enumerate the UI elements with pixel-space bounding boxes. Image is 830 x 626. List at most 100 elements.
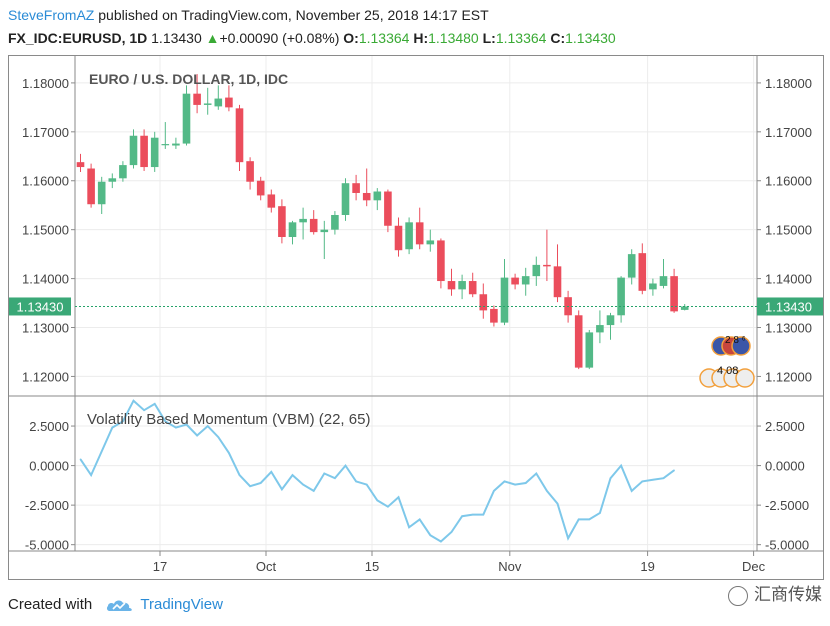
candle-body bbox=[362, 192, 371, 201]
wechat-icon bbox=[728, 585, 748, 606]
price-tick-label-right: 1.16000 bbox=[765, 174, 812, 189]
vbm-point bbox=[408, 526, 410, 529]
candle-body bbox=[585, 332, 594, 368]
candle-body bbox=[606, 315, 615, 326]
last-price-tag-left bbox=[9, 297, 71, 316]
us-flag-icon[interactable]: 2 8 ⁶ bbox=[711, 335, 751, 356]
candle bbox=[617, 276, 625, 323]
candle bbox=[161, 122, 170, 149]
author-link[interactable]: SteveFromAZ bbox=[8, 7, 95, 23]
time-tick-label: 19 bbox=[640, 559, 654, 574]
candle bbox=[649, 278, 657, 296]
flag-bottom-text: 4 08 bbox=[717, 365, 738, 377]
vbm-point bbox=[588, 518, 591, 521]
candle bbox=[659, 259, 668, 289]
indicator-tick-label-left: 2.5000 bbox=[29, 419, 69, 434]
axes: 1.18000 1.18000 1.17000 1.17000 1.16000 1.160… bbox=[9, 56, 823, 574]
vbm-point bbox=[471, 513, 474, 516]
candle bbox=[214, 85, 223, 110]
vbm-point bbox=[111, 426, 114, 429]
price-tick-label-left: 1.17000 bbox=[22, 125, 69, 140]
vbm-point bbox=[344, 464, 347, 467]
candle-body bbox=[278, 206, 286, 238]
price-tick-label-left: 1.13000 bbox=[22, 321, 69, 336]
price-tick-label-right: 1.15000 bbox=[765, 223, 812, 238]
candle-body bbox=[119, 165, 127, 179]
vbm-point bbox=[397, 496, 400, 499]
candle-body bbox=[331, 214, 339, 230]
indicator-tick-label-right: -5.0000 bbox=[765, 538, 809, 553]
candle-body bbox=[394, 225, 403, 251]
candle-body bbox=[76, 162, 85, 168]
vbm-point bbox=[630, 490, 633, 492]
candle-body bbox=[511, 277, 519, 285]
candle-body bbox=[680, 306, 689, 310]
candle bbox=[352, 174, 360, 201]
candle-body bbox=[415, 222, 424, 245]
vbm-point bbox=[228, 452, 230, 454]
candle-body bbox=[437, 240, 445, 282]
candle bbox=[267, 189, 276, 213]
candle-body bbox=[617, 277, 625, 316]
vbm-point bbox=[323, 472, 326, 475]
tradingview-link[interactable]: TradingView bbox=[140, 596, 223, 613]
candle-body bbox=[193, 93, 201, 105]
candle-body bbox=[182, 93, 191, 144]
last-price-label-left: 1.13430 bbox=[17, 299, 64, 314]
open-value: 1.13364 bbox=[358, 30, 410, 46]
vbm-point bbox=[291, 474, 294, 476]
low-value: 1.13364 bbox=[495, 30, 547, 46]
candle bbox=[638, 243, 647, 295]
watermark: 汇商传媒 bbox=[728, 580, 822, 606]
candle-body bbox=[129, 135, 138, 166]
candle bbox=[193, 74, 201, 114]
us-flag-icon[interactable]: 4 08 bbox=[699, 365, 755, 388]
candle-body bbox=[150, 137, 159, 168]
symbol-label: FX_IDC:EURUSD, 1D bbox=[8, 30, 148, 46]
vbm-point bbox=[461, 515, 463, 518]
candle bbox=[490, 305, 498, 327]
vbm-point bbox=[673, 469, 675, 472]
candle bbox=[596, 310, 604, 344]
candle bbox=[585, 329, 594, 370]
candle-body bbox=[140, 135, 148, 168]
indicator-tick-label-left: 0.0000 bbox=[29, 459, 69, 474]
vbm-point bbox=[175, 426, 177, 429]
candle-body bbox=[659, 276, 668, 286]
candle-body bbox=[256, 180, 265, 196]
vbm-point bbox=[122, 420, 124, 423]
candle-body bbox=[214, 98, 223, 107]
candle-body bbox=[246, 161, 254, 182]
candle-body bbox=[490, 308, 498, 323]
footer: Created with TradingView bbox=[8, 596, 223, 613]
vbm-point bbox=[270, 471, 273, 473]
candle bbox=[458, 274, 466, 300]
vbm-point bbox=[514, 483, 516, 486]
candle bbox=[97, 176, 106, 215]
vbm-point bbox=[387, 505, 389, 508]
candle bbox=[76, 153, 85, 172]
tradingview-cloud-icon bbox=[107, 600, 133, 612]
candle bbox=[119, 161, 127, 182]
candle bbox=[87, 163, 95, 208]
candle bbox=[384, 189, 392, 233]
candle-body bbox=[638, 253, 647, 291]
candle-body bbox=[468, 281, 477, 295]
chart-canvas[interactable]: 1.18000 1.18000 1.17000 1.17000 1.16000 1.160… bbox=[9, 56, 823, 579]
candle bbox=[299, 207, 307, 240]
low-label: L: bbox=[482, 30, 496, 46]
candle bbox=[426, 229, 435, 252]
candle bbox=[437, 238, 445, 289]
vbm-point bbox=[238, 474, 241, 476]
vbm-point bbox=[355, 480, 357, 483]
candle-body bbox=[532, 264, 541, 277]
candle-body bbox=[596, 325, 604, 333]
candle-body bbox=[574, 315, 583, 368]
time-tick-label: 17 bbox=[153, 559, 167, 574]
vbm-point bbox=[185, 423, 188, 426]
candle bbox=[680, 304, 689, 311]
candle bbox=[606, 312, 615, 340]
vbm-line bbox=[79, 399, 675, 543]
price-tick-label-right: 1.18000 bbox=[765, 76, 812, 91]
price-tick-label-left: 1.12000 bbox=[22, 369, 69, 384]
